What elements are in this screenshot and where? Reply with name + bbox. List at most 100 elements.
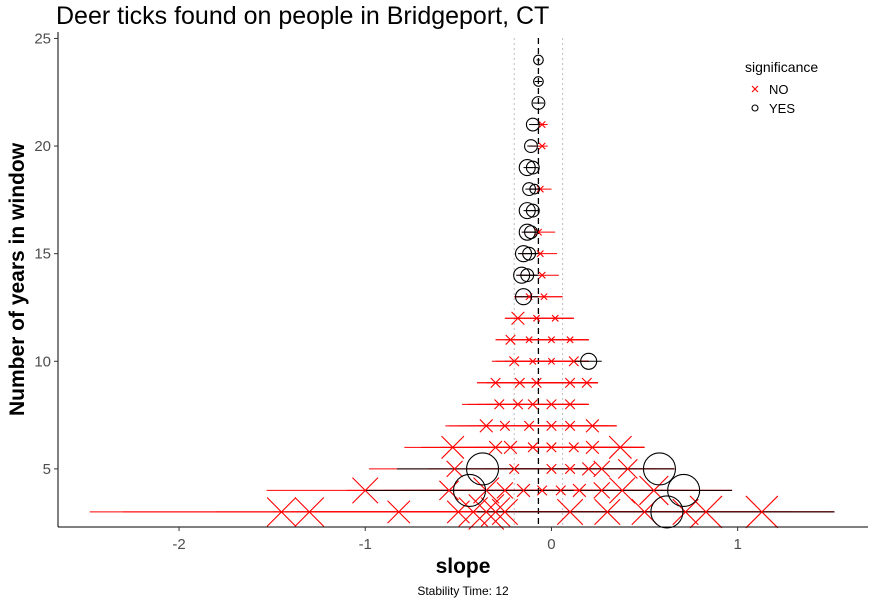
point-yes	[518, 159, 536, 177]
point-no	[505, 334, 516, 345]
point-no	[568, 442, 579, 453]
point-yes	[513, 266, 531, 284]
point-no	[551, 314, 559, 322]
point-yes	[466, 452, 500, 486]
point-no	[441, 435, 465, 459]
point-no	[572, 483, 587, 498]
point-no	[594, 498, 621, 526]
point-no	[536, 250, 544, 258]
point-yes	[522, 246, 537, 261]
point-yes	[525, 203, 540, 218]
point-no	[479, 419, 494, 433]
point-no	[490, 377, 501, 388]
x-tick-label: -1	[359, 536, 372, 553]
point-yes	[529, 183, 541, 195]
point-no	[564, 463, 576, 475]
point-no	[672, 498, 699, 526]
y-axis-title: Number of years in window	[6, 142, 29, 416]
point-no	[503, 440, 518, 455]
point-no	[568, 356, 579, 367]
point-no	[538, 142, 546, 150]
point-no	[509, 463, 520, 475]
point-no	[352, 477, 379, 504]
point-yes	[642, 452, 676, 486]
point-no	[538, 120, 546, 129]
x-tick-label: 0	[547, 536, 555, 553]
point-yes	[533, 54, 544, 66]
point-yes	[525, 117, 540, 132]
point-yes	[580, 352, 598, 370]
stability-caption: Stability Time: 12	[417, 584, 509, 598]
legend-label-yes: YES	[769, 101, 795, 116]
x-tick-label: -2	[172, 536, 185, 553]
point-yes	[452, 473, 487, 507]
point-no	[547, 336, 556, 344]
point-no	[473, 477, 500, 504]
point-yes	[524, 139, 538, 154]
point-yes	[531, 96, 546, 110]
point-no	[581, 462, 596, 476]
error-bars	[89, 59, 835, 513]
point-no	[585, 419, 600, 433]
point-no	[564, 377, 576, 388]
point-no	[639, 475, 669, 506]
legend-key-yes	[751, 104, 759, 112]
point-no	[509, 356, 520, 367]
point-no	[512, 399, 524, 410]
point-no	[745, 495, 779, 529]
point-no	[585, 440, 600, 455]
y-tick-label: 10	[34, 353, 51, 370]
point-no	[593, 482, 611, 499]
point-no	[266, 497, 297, 527]
y-tick-label: 15	[34, 246, 51, 263]
x-axis-title: slope	[436, 555, 491, 578]
point-no	[546, 399, 557, 410]
point-no	[556, 498, 584, 526]
point-no	[540, 293, 548, 301]
point-yes	[514, 245, 533, 263]
point-yes	[522, 182, 537, 197]
y-tick-label: 25	[34, 30, 51, 47]
legend-entries: NO YES	[751, 82, 795, 116]
point-no	[593, 460, 611, 478]
data-points	[266, 54, 779, 530]
legend-title: significance	[745, 59, 818, 75]
point-yes	[514, 288, 533, 306]
point-no	[494, 399, 505, 410]
point-no	[458, 497, 489, 527]
reference-lines	[513, 38, 564, 527]
point-no	[514, 377, 525, 388]
point-no	[496, 482, 514, 499]
point-no	[534, 228, 543, 236]
point-no	[439, 480, 460, 501]
point-no	[529, 357, 537, 365]
chart-title: Deer ticks found on people in Bridgeport…	[56, 2, 550, 30]
point-yes	[525, 160, 540, 175]
point-yes	[518, 202, 536, 220]
point-yes	[650, 495, 684, 529]
point-no	[532, 314, 541, 322]
point-no	[617, 458, 638, 479]
point-no	[527, 442, 539, 453]
point-no	[527, 399, 539, 410]
point-yes	[667, 473, 701, 507]
point-no	[491, 498, 519, 526]
point-no	[536, 485, 548, 496]
point-no	[511, 311, 525, 326]
point-yes	[533, 76, 544, 87]
point-no	[294, 497, 325, 527]
point-no	[536, 185, 544, 193]
point-no	[564, 399, 576, 410]
point-no	[555, 485, 566, 496]
point-no	[499, 420, 511, 432]
legend-label-no: NO	[769, 82, 789, 97]
point-no	[525, 336, 533, 344]
point-no	[468, 493, 505, 530]
point-no	[566, 336, 574, 344]
point-no	[546, 463, 557, 475]
x-tick-label: 1	[733, 536, 741, 553]
point-no	[564, 420, 576, 432]
point-no	[547, 357, 556, 365]
